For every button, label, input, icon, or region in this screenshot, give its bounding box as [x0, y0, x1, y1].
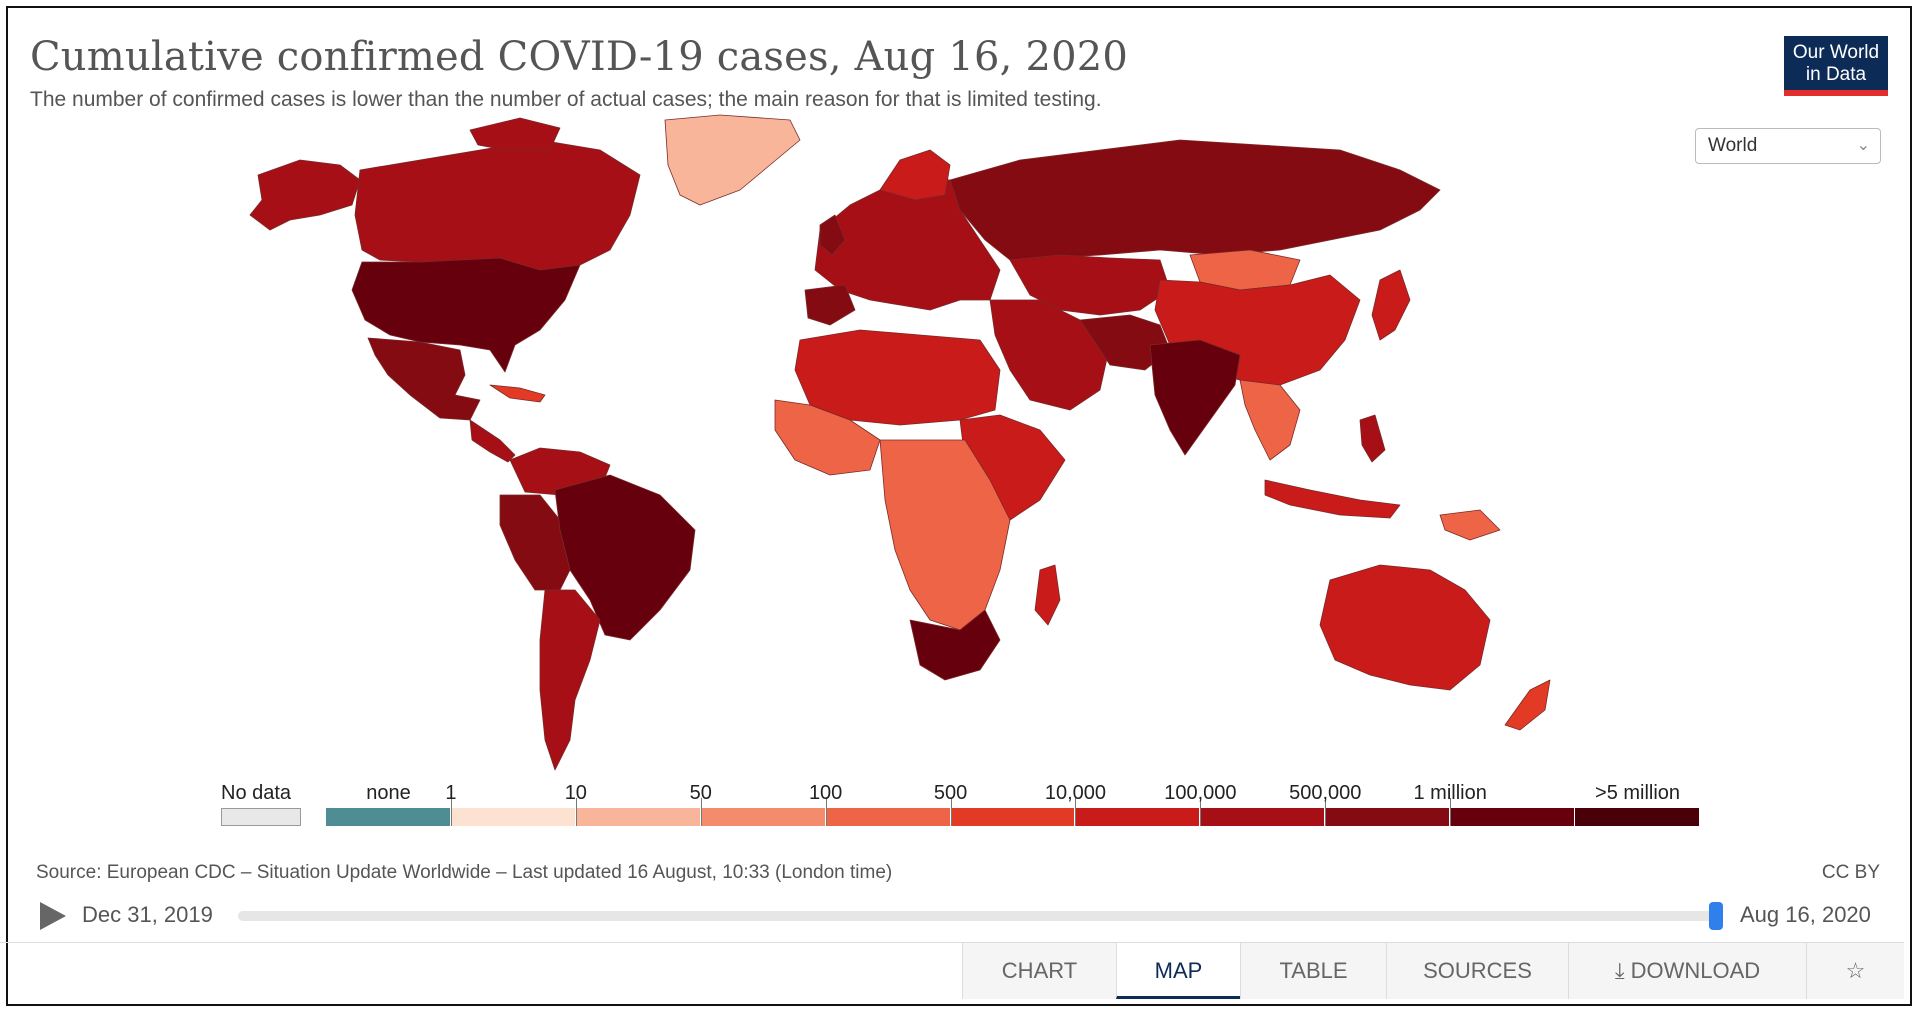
- map-india: [1149, 339, 1241, 456]
- chart-subtitle: The number of confirmed cases is lower t…: [30, 88, 1102, 111]
- download-icon: ⤓: [1614, 958, 1625, 983]
- tab-map[interactable]: MAP: [1116, 943, 1240, 999]
- map-southeast-asia: [1239, 379, 1301, 461]
- map-new-zealand: [1504, 679, 1551, 731]
- tab-sources[interactable]: SOURCES: [1386, 943, 1568, 999]
- map-mexico: [367, 337, 481, 421]
- logo-line1: Our World: [1792, 42, 1880, 63]
- region-select-value: World: [1708, 135, 1758, 156]
- logo-red-bar: [1784, 90, 1888, 96]
- tab-chart[interactable]: CHART: [962, 943, 1116, 999]
- chart-title: Cumulative confirmed COVID-19 cases, Aug…: [30, 34, 1129, 80]
- map-alaska: [249, 159, 361, 231]
- owid-logo[interactable]: Our World in Data: [1784, 36, 1888, 96]
- timeline-handle[interactable]: [1709, 902, 1723, 930]
- map-canada-islands: [469, 117, 561, 151]
- map-greenland: [664, 114, 801, 206]
- map-papua-new-guinea: [1439, 509, 1501, 541]
- share-button[interactable]: ☆: [1806, 943, 1904, 999]
- map-iberia: [804, 284, 856, 326]
- map-uk: [819, 214, 846, 256]
- source-note: Source: European CDC – Situation Update …: [36, 862, 893, 883]
- tab-map-label: MAP: [1154, 958, 1203, 983]
- tab-table-label: TABLE: [1279, 958, 1348, 983]
- tab-bar: CHART MAP TABLE SOURCES ⤓ DOWNLOAD ☆: [0, 942, 1904, 999]
- chevron-down-icon: ⌄: [1856, 137, 1870, 154]
- map-brazil: [554, 474, 696, 641]
- map-japan: [1371, 269, 1411, 341]
- tab-table[interactable]: TABLE: [1240, 943, 1386, 999]
- map-south-africa: [909, 609, 1001, 681]
- play-icon[interactable]: [40, 902, 66, 930]
- map-central-america: [469, 419, 516, 463]
- tab-chart-label: CHART: [1001, 958, 1078, 983]
- timeline-start-date: Dec 31, 2019: [82, 902, 213, 927]
- map-middle-east: [989, 299, 1111, 411]
- map-russia: [949, 139, 1441, 261]
- map-philippines: [1359, 414, 1386, 463]
- timeline-track[interactable]: [238, 911, 1716, 921]
- map-north-africa: [794, 329, 1001, 426]
- share-icon: ☆: [1845, 958, 1866, 983]
- map-usa: [351, 257, 581, 373]
- map-canada: [354, 139, 641, 271]
- map-west-africa: [774, 399, 881, 476]
- region-select[interactable]: World ⌄: [1695, 128, 1881, 164]
- tab-download-label: DOWNLOAD: [1630, 958, 1761, 983]
- license-link[interactable]: CC BY: [1821, 862, 1880, 883]
- map-argentina-chile: [539, 589, 601, 771]
- world-map: [249, 114, 1551, 771]
- map-australia: [1319, 564, 1491, 691]
- tab-sources-label: SOURCES: [1423, 958, 1532, 983]
- map-indonesia: [1264, 479, 1401, 519]
- timeline-end-date: Aug 16, 2020: [1740, 902, 1871, 927]
- logo-line2: in Data: [1805, 64, 1867, 85]
- map-caribbean: [489, 384, 546, 403]
- tab-download[interactable]: ⤓ DOWNLOAD: [1568, 943, 1806, 999]
- map-madagascar: [1034, 564, 1061, 626]
- map-scandinavia: [879, 149, 951, 201]
